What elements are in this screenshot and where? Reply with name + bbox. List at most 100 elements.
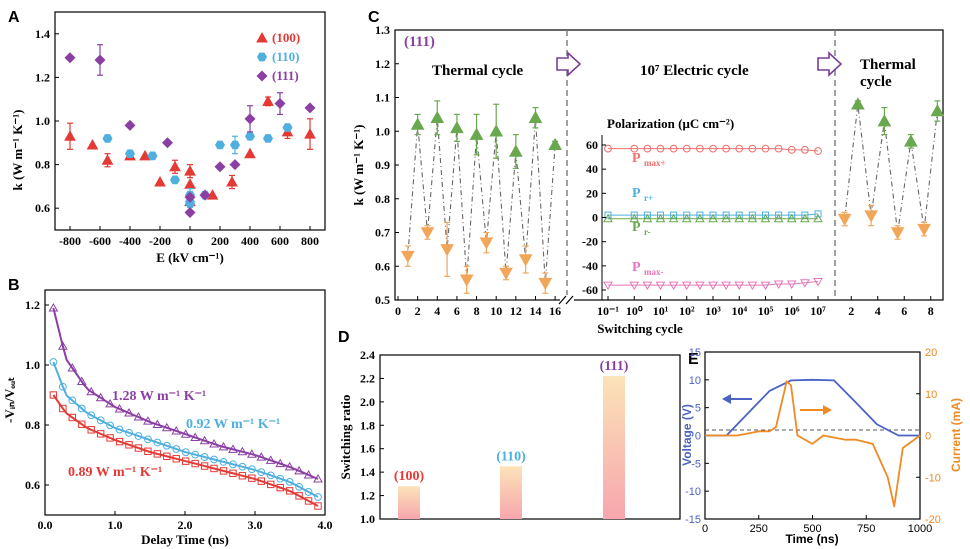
b-point	[106, 434, 114, 442]
panel-a-xlabel: E (kV cm⁻¹)	[156, 250, 224, 265]
b-point	[304, 497, 313, 505]
panel-b-annotation-2: 0.92 W m⁻¹ K⁻¹	[186, 417, 280, 432]
pol-line	[608, 148, 819, 152]
d-bar-label: (100)	[394, 469, 425, 484]
b-point	[152, 419, 163, 429]
panel-c-x-ticks: 0 2 4 6 8 10 12 14 16 10⁻¹ 10⁰ 10¹ 10² 10³ 10⁴ 10⁵ 10⁶ 10…	[395, 296, 934, 318]
e-voltage-line	[705, 378, 920, 437]
x-tick-label: 10⁵	[758, 304, 774, 318]
b-point	[133, 412, 144, 421]
panel-d-marks: (100) (110) (111)	[394, 359, 629, 519]
y-tick-label: 1.2	[35, 70, 50, 84]
panel-d: D 1.0 1.2 1.4 1.6 1.8 2.0 2.2 2.4 (100) (110) (11…	[338, 329, 681, 526]
y-tick-label: 0.8	[375, 192, 390, 206]
c-thermal-low-point	[440, 244, 454, 257]
b-point	[284, 461, 295, 471]
b-point	[182, 457, 190, 465]
a-point-111	[184, 191, 196, 203]
b-point	[247, 465, 256, 474]
x-tick-label: 1.0	[108, 518, 123, 532]
panel-b-ylabel: -Vᵢₙ/Vₒᵤₜ	[2, 377, 17, 423]
b-point	[219, 458, 228, 466]
b-point	[105, 398, 115, 408]
b-point	[162, 441, 171, 450]
pol-line	[608, 281, 819, 286]
pol-tick-label: 60	[586, 138, 598, 152]
panel-c-label: C	[368, 9, 380, 26]
c-thermal2-high-point	[851, 97, 865, 110]
pol-point-pmax-minus	[603, 281, 613, 291]
pol-point-pr-minus	[708, 213, 718, 223]
b-point	[95, 392, 106, 402]
legend-marker-111	[256, 70, 268, 82]
pol-point-pr-minus	[800, 213, 810, 223]
panel-b-label: B	[8, 277, 20, 294]
pol-tick-label: 20	[586, 186, 598, 200]
a-point-100	[169, 160, 181, 172]
panel-e-voltage-arrow	[722, 394, 752, 404]
y-tick-label: 0.9	[375, 158, 390, 172]
x-tick-label: -600	[89, 234, 111, 248]
a-point-111	[199, 189, 211, 201]
y-tick-label: 2.0	[360, 395, 375, 409]
x-tick-label: 2	[848, 304, 854, 318]
panel-e-ylabel-left: Voltage (V)	[680, 404, 694, 466]
d-bar-label: (111)	[600, 359, 629, 374]
b-point	[144, 447, 152, 455]
pol-point-pmax-minus	[655, 281, 666, 291]
d-bar	[500, 466, 522, 519]
y-tick-label-left: 0	[695, 431, 701, 443]
y-tick-label-left: 10	[689, 375, 701, 387]
a-point-110	[102, 134, 113, 143]
a-point-111	[184, 207, 196, 219]
y-tick-label-left: 5	[695, 403, 701, 415]
panel-e-ylabel-right: Current (mA)	[949, 398, 963, 472]
a-point-110	[245, 131, 255, 141]
y-tick-label-right: 20	[925, 347, 937, 359]
y-tick-label: 1.0	[35, 114, 50, 128]
pol-point-pmax-minus	[708, 281, 718, 291]
d-bar-label: (110)	[496, 449, 526, 464]
b-point	[200, 453, 209, 461]
x-tick-label: 0	[702, 523, 708, 535]
b-point	[267, 480, 275, 489]
x-tick-label: 10⁶	[784, 304, 800, 318]
x-tick-label: 10⁰	[626, 304, 643, 318]
b-point	[295, 482, 304, 491]
panel-c-y-ticks: 0.5 0.6 0.7 0.8 0.9 1.0 1.1 1.2 1.3	[375, 23, 399, 307]
a-point-100	[184, 165, 196, 176]
x-tick-label: 10⁷	[810, 304, 826, 318]
x-tick-label: 400	[241, 234, 259, 248]
b-point	[59, 404, 67, 413]
x-tick-label: 4	[875, 304, 881, 318]
x-tick-label: 8	[474, 304, 480, 318]
panel-a-label: A	[8, 9, 20, 26]
b-point	[304, 488, 313, 496]
panel-b-x-ticks: 0.0 1.0 2.0 3.0 4.0	[38, 511, 333, 532]
b-point	[209, 438, 219, 448]
a-point-111	[94, 54, 106, 66]
x-tick-label: 4.0	[318, 518, 333, 532]
b-point	[276, 483, 284, 492]
y-tick-label: 1.4	[35, 27, 50, 41]
a-point-100	[184, 178, 196, 189]
b-point	[57, 341, 68, 350]
panel-c-xlabel: Switching cycle	[597, 321, 683, 336]
x-tick-label: 2.0	[178, 518, 193, 532]
b-point	[246, 449, 257, 458]
b-point	[191, 450, 200, 459]
b-point	[76, 376, 87, 385]
pol-tick-label: -60	[582, 283, 598, 297]
b-point	[134, 432, 143, 440]
x-tick-label: 4	[434, 304, 440, 318]
a-point-100	[139, 149, 151, 161]
panel-c-electric-label: 10⁷ Electric cycle	[640, 63, 749, 79]
panel-a: A 0.6 0.8 1.0 1.2 1.4 -800 -600 -400 -200 0 200 40…	[8, 9, 326, 265]
x-tick-label: 12	[510, 304, 522, 318]
c-thermal2-high-point	[904, 134, 918, 147]
pol-point-pr-minus	[721, 213, 731, 223]
b-point	[134, 444, 143, 452]
x-tick-label: 0.0	[38, 518, 53, 532]
c-thermal-low-point	[420, 227, 435, 240]
x-tick-label: 200	[211, 234, 229, 248]
